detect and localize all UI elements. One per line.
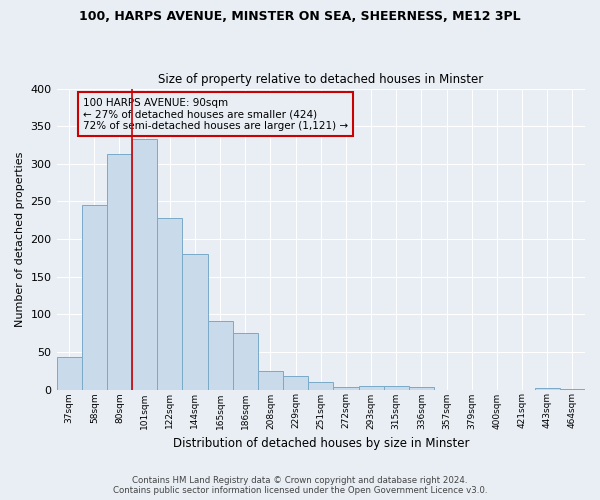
Bar bbox=[283, 376, 308, 390]
Bar bbox=[383, 386, 409, 390]
Bar bbox=[560, 389, 585, 390]
Text: 100, HARPS AVENUE, MINSTER ON SEA, SHEERNESS, ME12 3PL: 100, HARPS AVENUE, MINSTER ON SEA, SHEER… bbox=[79, 10, 521, 23]
Bar bbox=[132, 139, 157, 390]
Y-axis label: Number of detached properties: Number of detached properties bbox=[15, 152, 25, 326]
Bar bbox=[56, 357, 82, 390]
Bar bbox=[308, 382, 334, 390]
Bar bbox=[182, 254, 208, 390]
Bar bbox=[409, 388, 434, 390]
Bar bbox=[107, 154, 132, 390]
Bar bbox=[157, 218, 182, 390]
X-axis label: Distribution of detached houses by size in Minster: Distribution of detached houses by size … bbox=[173, 437, 469, 450]
Bar bbox=[359, 386, 383, 390]
Bar bbox=[535, 388, 560, 390]
Bar bbox=[233, 333, 258, 390]
Bar bbox=[82, 205, 107, 390]
Text: Contains HM Land Registry data © Crown copyright and database right 2024.
Contai: Contains HM Land Registry data © Crown c… bbox=[113, 476, 487, 495]
Title: Size of property relative to detached houses in Minster: Size of property relative to detached ho… bbox=[158, 73, 484, 86]
Bar bbox=[208, 321, 233, 390]
Bar bbox=[334, 386, 359, 390]
Text: 100 HARPS AVENUE: 90sqm
← 27% of detached houses are smaller (424)
72% of semi-d: 100 HARPS AVENUE: 90sqm ← 27% of detache… bbox=[83, 98, 348, 131]
Bar bbox=[258, 370, 283, 390]
